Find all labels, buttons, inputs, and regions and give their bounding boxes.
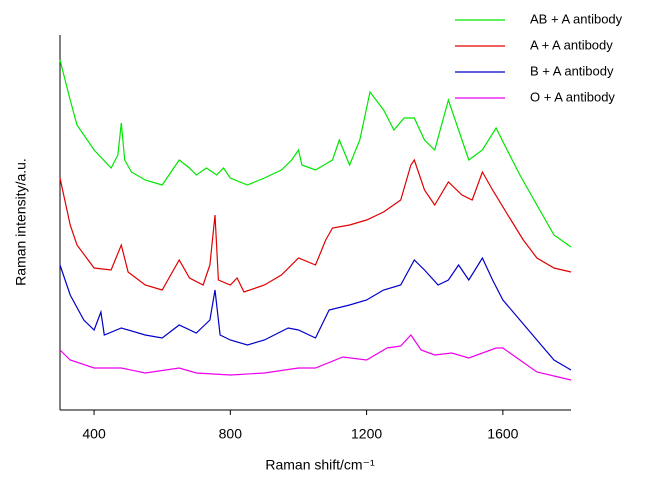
x-tick-label: 800 xyxy=(219,426,243,442)
legend-label: O + A antibody xyxy=(530,89,615,104)
x-axis-label: Raman shift/cm⁻¹ xyxy=(265,457,375,473)
x-tick-label: 400 xyxy=(82,426,106,442)
series-line xyxy=(59,334,572,381)
x-tick-label: 1600 xyxy=(487,426,518,442)
legend-label: B + A antibody xyxy=(530,63,614,78)
legend-label: AB + A antibody xyxy=(530,11,623,26)
series-line xyxy=(59,256,572,371)
series-line xyxy=(59,59,572,248)
y-axis-label: Raman intensity/a.u. xyxy=(13,158,29,286)
series-line xyxy=(59,158,572,293)
legend-label: A + A antibody xyxy=(530,37,613,52)
x-tick-label: 1200 xyxy=(351,426,382,442)
